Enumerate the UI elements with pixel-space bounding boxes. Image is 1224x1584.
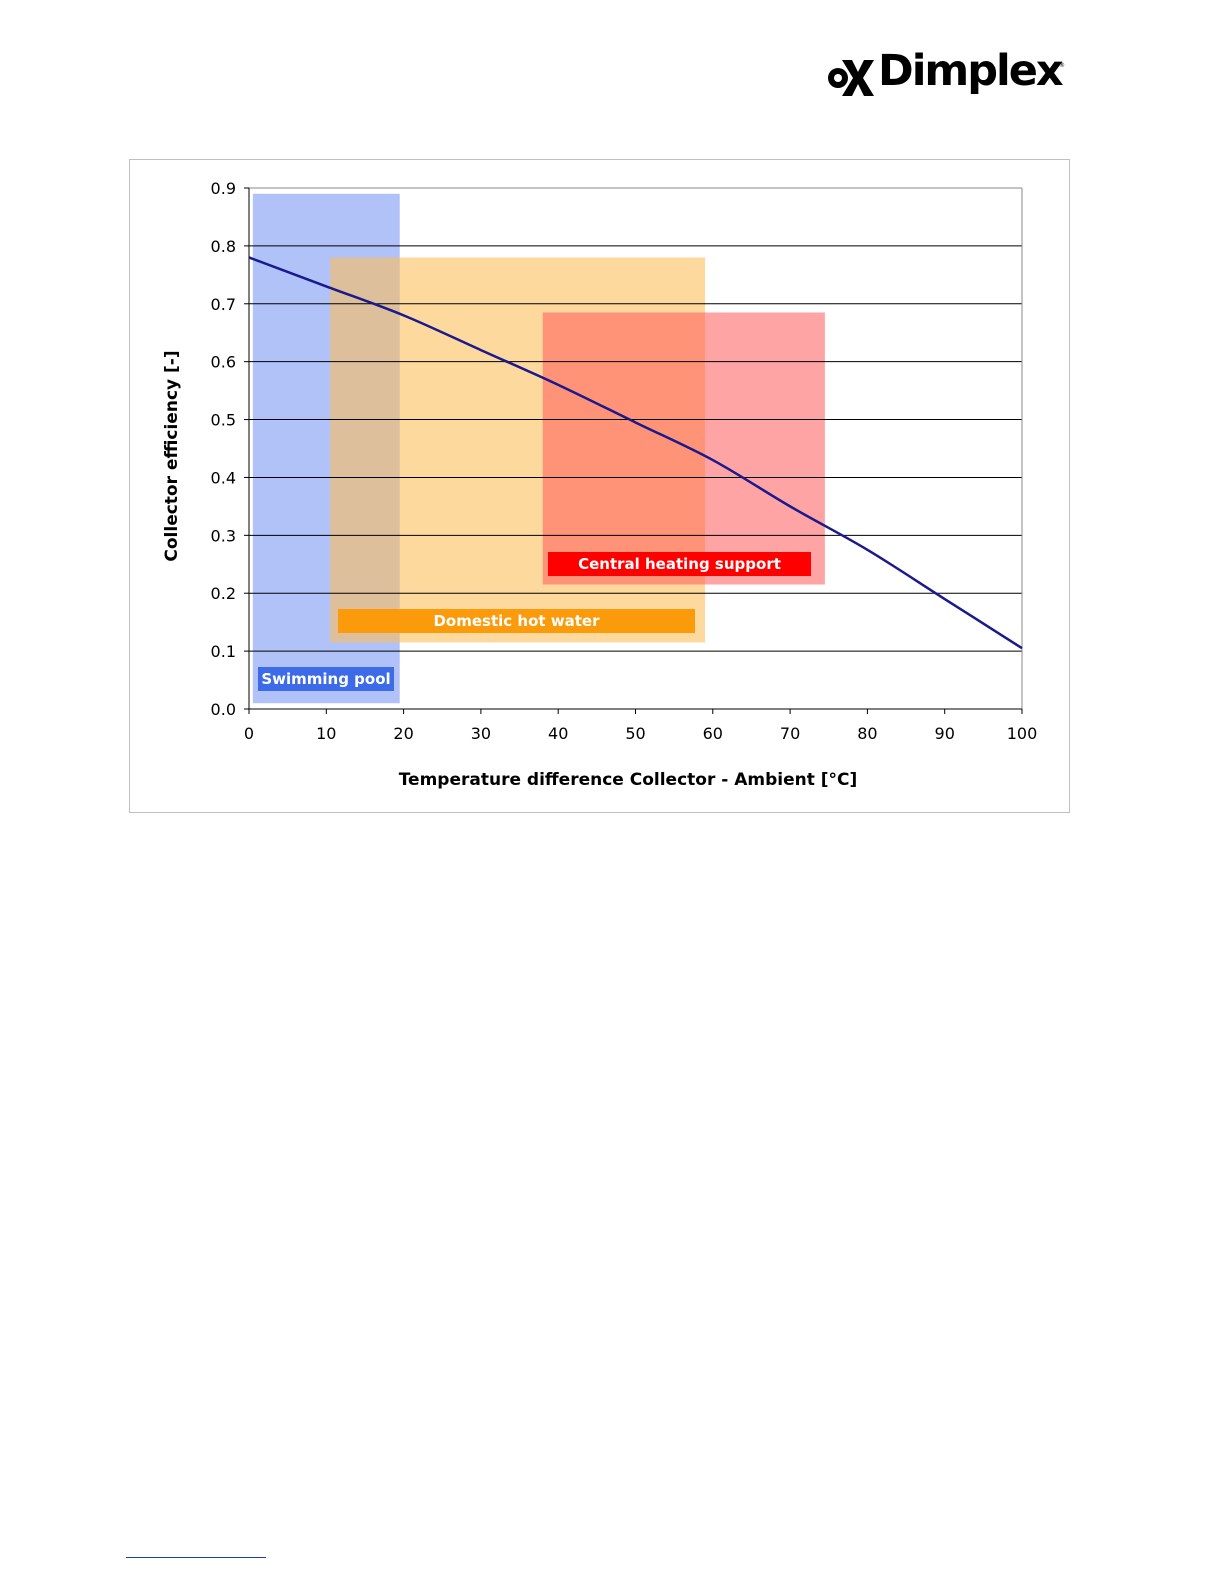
y-tick-label: 0.8 <box>211 237 236 256</box>
x-tick-label: 10 <box>316 724 336 743</box>
central-heating-support-label: Central heating support <box>578 555 781 573</box>
swimming-pool-label-box <box>258 667 394 691</box>
domestic-hot-water-label: Domestic hot water <box>433 612 600 630</box>
y-tick-label: 0.3 <box>211 526 236 545</box>
y-tick-label: 0.1 <box>211 642 236 661</box>
dimplex-logo: Dimplex ® <box>828 46 1074 108</box>
gridlines <box>249 187 1023 709</box>
y-tick-label: 0.7 <box>211 295 236 314</box>
domestic-hot-water-label-box <box>338 609 695 633</box>
x-tick-label: 90 <box>935 724 955 743</box>
y-tick-label: 0.9 <box>211 179 236 198</box>
central-heating-support-band <box>542 312 825 585</box>
y-tick-label: 0.2 <box>211 584 236 603</box>
logo-wordmark: Dimplex <box>878 46 1064 96</box>
y-tick-label: 0.4 <box>211 468 236 487</box>
x-tick-label: 60 <box>703 724 723 743</box>
swimming-pool-label: Swimming pool <box>261 670 390 688</box>
y-tick-label: 0.0 <box>211 700 236 719</box>
dimplex-logo-icon <box>828 60 874 96</box>
x-tick-label: 80 <box>857 724 877 743</box>
x-axis-title: Temperature difference Collector - Ambie… <box>399 770 858 790</box>
x-tick-label: 40 <box>548 724 568 743</box>
x-tick-label: 0 <box>244 724 254 743</box>
logo-trademark: ® <box>1059 62 1065 69</box>
application-bands <box>252 193 825 704</box>
axes: 0.0 0.1 0.2 0.3 0.4 0.5 0.6 0.7 0.8 0.9 0 10 20 30 40 5… <box>211 179 1038 743</box>
x-tick-label: 20 <box>393 724 413 743</box>
band-labels: Swimming pool Domestic hot water Central h… <box>258 552 811 691</box>
footer-rule <box>126 1557 266 1558</box>
efficiency-curve-layer <box>248 256 1023 650</box>
y-tick-label: 0.5 <box>211 411 236 430</box>
x-tick-label: 70 <box>780 724 800 743</box>
y-axis-title: Collector efficiency [-] <box>162 350 182 561</box>
central-heating-support-label-box <box>548 552 811 576</box>
x-tick-label: 30 <box>471 724 491 743</box>
x-tick-label: 100 <box>1007 724 1038 743</box>
x-tick-label: 50 <box>625 724 645 743</box>
y-tick-label: 0.6 <box>211 353 236 372</box>
